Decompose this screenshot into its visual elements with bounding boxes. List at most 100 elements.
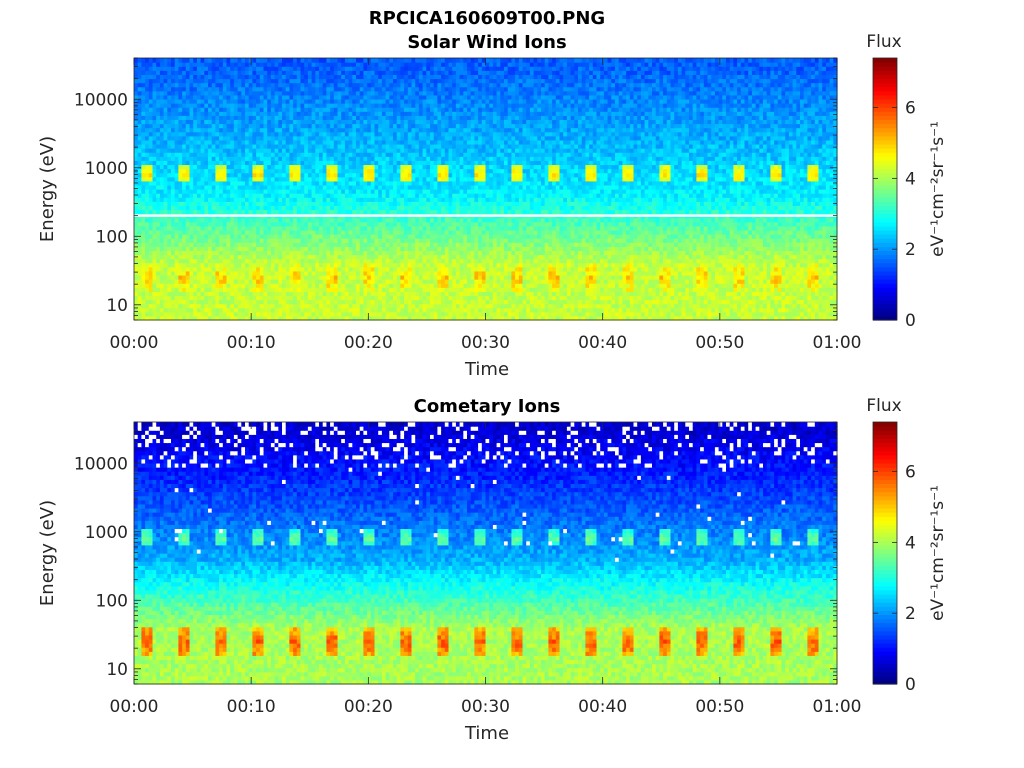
spectrogram-cell bbox=[726, 279, 730, 284]
spectrogram-cell bbox=[552, 275, 556, 280]
spectrogram-cell bbox=[826, 222, 830, 227]
spectrogram-cell bbox=[497, 234, 501, 239]
spectrogram-cell bbox=[793, 287, 797, 292]
spectrogram-cell bbox=[356, 279, 360, 284]
spectrogram-cell bbox=[526, 271, 530, 276]
spectrogram-cell bbox=[667, 271, 671, 276]
spectrogram-cell bbox=[275, 259, 279, 264]
spectrogram-cell bbox=[615, 279, 619, 284]
spectrogram-cell bbox=[375, 300, 379, 305]
spectrogram-cell bbox=[286, 300, 290, 305]
spectrogram-cell bbox=[456, 283, 460, 288]
spectrogram-cell bbox=[452, 279, 456, 284]
spectrogram-cell bbox=[164, 234, 168, 239]
spectrogram-cell bbox=[663, 226, 667, 231]
spectrogram-cell bbox=[585, 255, 589, 260]
spectrogram-cell bbox=[141, 304, 145, 309]
spectrogram-cell bbox=[608, 259, 612, 264]
spectrogram-cell bbox=[489, 234, 493, 239]
spectrogram-cell bbox=[493, 222, 497, 227]
spectrogram-cell bbox=[482, 275, 486, 280]
spectrogram-cell bbox=[471, 263, 475, 268]
spectrogram-cell bbox=[526, 295, 530, 300]
spectrogram-cell bbox=[275, 242, 279, 247]
spectrogram-cell bbox=[175, 308, 179, 313]
spectrogram-cell bbox=[197, 255, 201, 260]
spectrogram-cell bbox=[289, 242, 293, 247]
spectrogram-cell bbox=[252, 308, 256, 313]
spectrogram-cell bbox=[486, 271, 490, 276]
spectrogram-cell bbox=[578, 291, 582, 296]
spectrogram-cell bbox=[378, 287, 382, 292]
spectrogram-cell bbox=[471, 218, 475, 223]
spectrogram-cell bbox=[571, 287, 575, 292]
spectrogram-cell bbox=[467, 283, 471, 288]
spectrogram-cell bbox=[412, 275, 416, 280]
spectrogram-cell bbox=[597, 279, 601, 284]
spectrogram-cell bbox=[341, 259, 345, 264]
spectrogram-cell bbox=[293, 312, 297, 317]
spectrogram-cell bbox=[238, 300, 242, 305]
spectrogram-cell bbox=[645, 283, 649, 288]
spectrogram-cell bbox=[582, 250, 586, 255]
spectrogram-cell bbox=[659, 246, 663, 251]
spectrogram-cell bbox=[408, 263, 412, 268]
spectrogram-cell bbox=[252, 267, 256, 272]
spectrogram-cell bbox=[289, 230, 293, 235]
spectrogram-cell bbox=[190, 267, 194, 272]
spectrogram-cell bbox=[315, 209, 319, 214]
spectrogram-cell bbox=[330, 242, 334, 247]
spectrogram-cell bbox=[156, 246, 160, 251]
spectrogram-cell bbox=[815, 267, 819, 272]
spectrogram-cell bbox=[319, 291, 323, 296]
spectrogram-cell bbox=[704, 308, 708, 313]
spectrogram-cell bbox=[600, 267, 604, 272]
spectrogram-cell bbox=[134, 267, 138, 272]
spectrogram-cell bbox=[741, 246, 745, 251]
spectrogram-cell bbox=[648, 283, 652, 288]
spectrogram-cell bbox=[482, 222, 486, 227]
spectrogram-cell bbox=[252, 259, 256, 264]
spectrogram-cell bbox=[659, 230, 663, 235]
spectrogram-cell bbox=[460, 271, 464, 276]
spectrogram-cell bbox=[360, 275, 364, 280]
spectrogram-cell bbox=[141, 279, 145, 284]
spectrogram-cell bbox=[782, 234, 786, 239]
spectrogram-cell bbox=[463, 250, 467, 255]
spectrogram-cell bbox=[789, 246, 793, 251]
spectrogram-cell bbox=[193, 287, 197, 292]
spectrogram-cell bbox=[541, 271, 545, 276]
spectrogram-cell bbox=[604, 242, 608, 247]
spectrogram-cell bbox=[537, 238, 541, 243]
spectrogram-cell bbox=[193, 238, 197, 243]
spectrogram-cell bbox=[785, 218, 789, 223]
spectrogram-cell bbox=[600, 234, 604, 239]
spectrogram-cell bbox=[685, 234, 689, 239]
spectrogram-cell bbox=[730, 259, 734, 264]
spectrogram-cell bbox=[282, 283, 286, 288]
spectrogram-cell bbox=[260, 295, 264, 300]
spectrogram-cell bbox=[356, 234, 360, 239]
spectrogram-cell bbox=[667, 246, 671, 251]
spectrogram-cell bbox=[334, 238, 338, 243]
spectrogram-cell bbox=[804, 308, 808, 313]
spectrogram-cell bbox=[804, 275, 808, 280]
spectrogram-cell bbox=[589, 259, 593, 264]
spectrogram-cell bbox=[478, 267, 482, 272]
spectrogram-cell bbox=[745, 259, 749, 264]
spectrogram-cell bbox=[486, 275, 490, 280]
spectrogram-cell bbox=[349, 218, 353, 223]
spectrogram-cell bbox=[659, 267, 663, 272]
spectrogram-cell bbox=[264, 255, 268, 260]
spectrogram-cell bbox=[500, 283, 504, 288]
spectrogram-cell bbox=[667, 283, 671, 288]
spectrogram-cell bbox=[360, 308, 364, 313]
spectrogram-cell bbox=[597, 308, 601, 313]
spectrogram-cell bbox=[497, 300, 501, 305]
spectrogram-cell bbox=[389, 242, 393, 247]
spectrogram-cell bbox=[352, 250, 356, 255]
spectrogram-cell bbox=[367, 271, 371, 276]
spectrogram-cell bbox=[497, 263, 501, 268]
spectrogram-cell bbox=[341, 218, 345, 223]
spectrogram-cell bbox=[304, 250, 308, 255]
